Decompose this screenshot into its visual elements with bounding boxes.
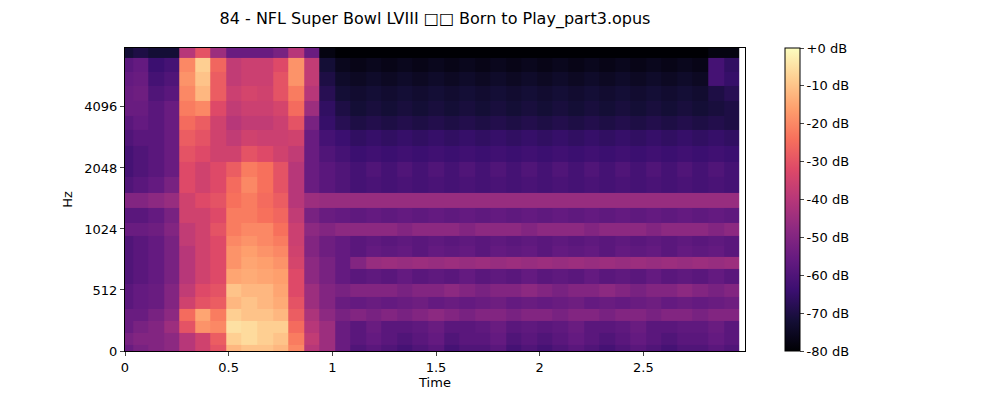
svg-text:-10 dB: -10 dB (807, 78, 850, 93)
svg-text:1: 1 (328, 360, 336, 375)
svg-text:0.5: 0.5 (218, 360, 239, 375)
svg-text:-70 dB: -70 dB (807, 306, 850, 321)
svg-text:-50 dB: -50 dB (807, 230, 850, 245)
svg-text:84 - NFL Super Bowl LVIII □□ B: 84 - NFL Super Bowl LVIII □□ Born to Pla… (220, 9, 651, 29)
svg-text:0: 0 (109, 344, 117, 359)
svg-text:-30 dB: -30 dB (807, 154, 850, 169)
svg-text:+0 dB: +0 dB (807, 41, 847, 56)
svg-text:-80 dB: -80 dB (807, 344, 850, 359)
svg-text:2048: 2048 (84, 161, 117, 176)
svg-text:4096: 4096 (84, 99, 117, 114)
svg-text:Hz: Hz (60, 191, 75, 208)
svg-text:-60 dB: -60 dB (807, 268, 850, 283)
svg-text:1024: 1024 (84, 222, 117, 237)
svg-text:512: 512 (93, 283, 118, 298)
svg-text:2.5: 2.5 (633, 360, 654, 375)
svg-text:-20 dB: -20 dB (807, 116, 850, 131)
svg-text:0: 0 (121, 360, 129, 375)
svg-text:2: 2 (536, 360, 544, 375)
svg-text:Time: Time (418, 375, 451, 390)
svg-text:-40 dB: -40 dB (807, 192, 850, 207)
svg-text:1.5: 1.5 (426, 360, 447, 375)
